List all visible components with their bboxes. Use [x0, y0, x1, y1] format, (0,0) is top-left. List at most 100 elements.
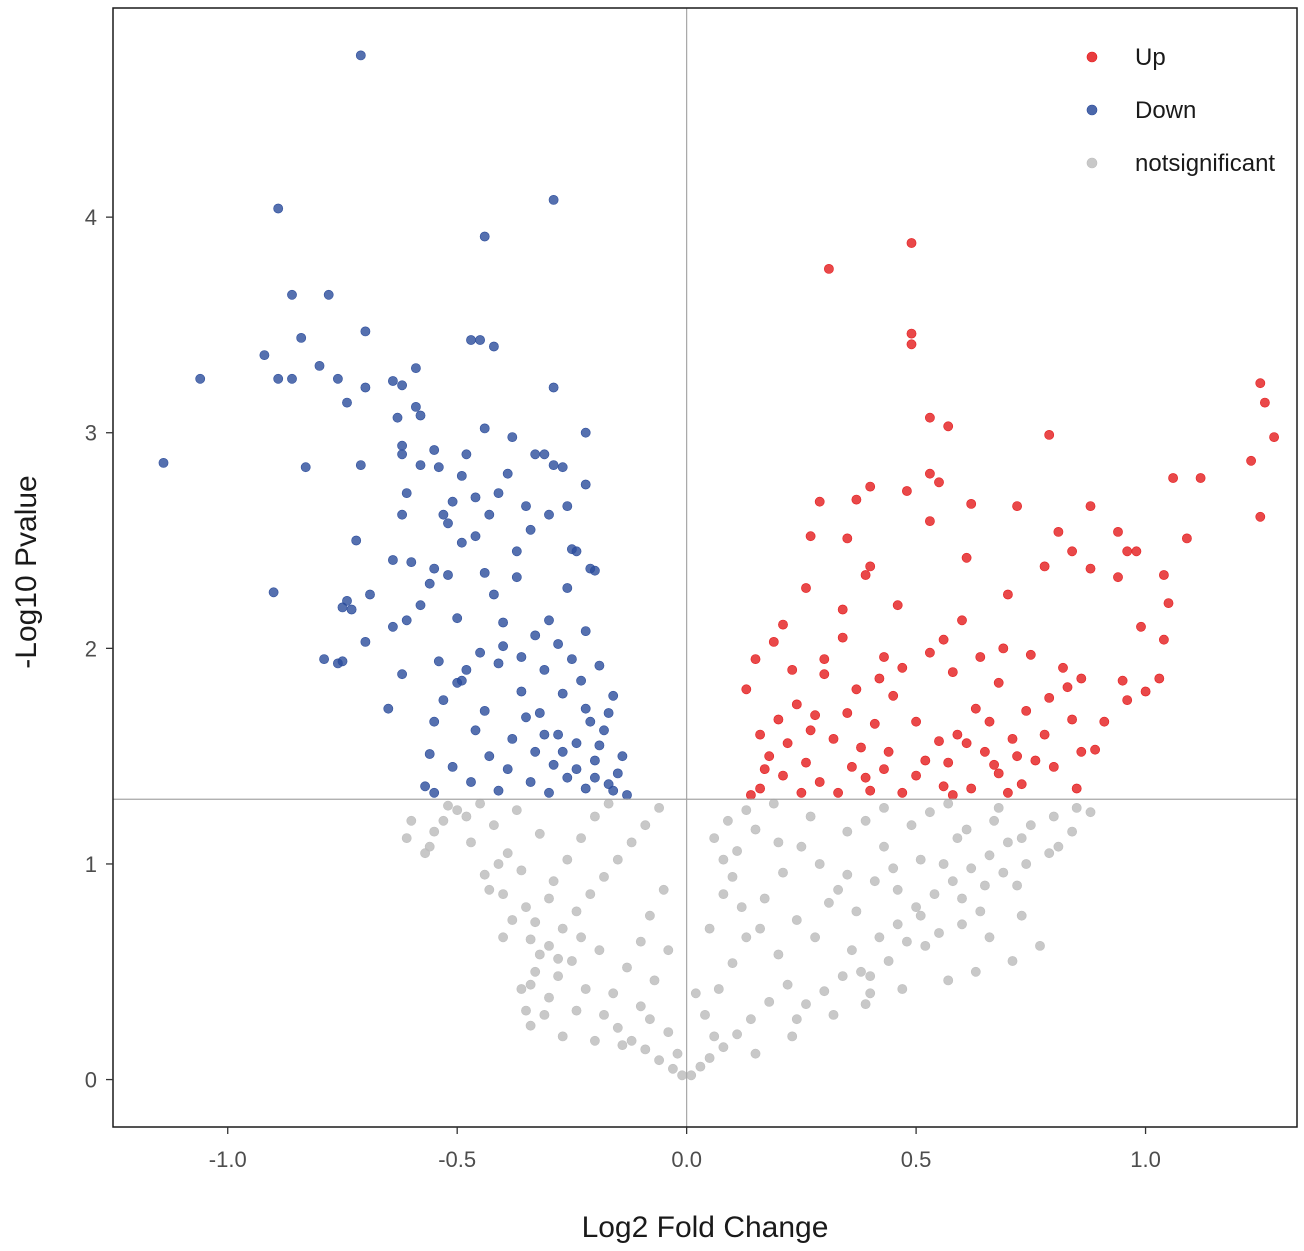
point-notsignificant	[640, 1044, 651, 1055]
point-down	[516, 686, 527, 697]
point-up	[966, 783, 977, 794]
point-notsignificant	[805, 811, 816, 822]
point-notsignificant	[1067, 826, 1077, 837]
point-notsignificant	[819, 986, 830, 997]
point-up	[874, 673, 885, 684]
point-down	[415, 410, 426, 421]
point-up	[911, 716, 921, 727]
point-notsignificant	[690, 988, 701, 999]
point-down	[447, 496, 458, 507]
point-up	[984, 716, 995, 727]
point-down	[287, 289, 297, 300]
point-down	[498, 641, 508, 652]
point-down	[511, 546, 522, 557]
point-down	[580, 703, 591, 714]
point-down	[387, 621, 398, 632]
point-down	[401, 488, 412, 498]
point-notsignificant	[576, 833, 586, 843]
point-up	[1182, 533, 1192, 544]
point-notsignificant	[833, 884, 843, 895]
point-up	[828, 734, 839, 744]
point-notsignificant	[961, 824, 972, 835]
point-up	[1131, 546, 1142, 557]
x-tick-label: 0.5	[901, 1147, 932, 1172]
point-down	[300, 462, 311, 473]
point-down	[461, 665, 472, 675]
point-notsignificant	[879, 803, 889, 813]
point-down	[557, 462, 568, 473]
point-down	[314, 360, 325, 371]
point-up	[1067, 714, 1077, 725]
point-notsignificant	[970, 966, 981, 977]
point-notsignificant	[957, 893, 967, 904]
point-up	[778, 619, 788, 630]
point-down	[337, 602, 348, 613]
point-down	[410, 363, 421, 373]
point-notsignificant	[668, 1063, 678, 1074]
point-down	[553, 639, 563, 649]
point-up	[1062, 682, 1073, 693]
point-notsignificant	[727, 872, 738, 882]
y-tick-label: 4	[85, 205, 97, 230]
point-down	[456, 470, 467, 481]
point-down	[548, 194, 559, 205]
point-up	[980, 746, 990, 757]
point-down	[548, 460, 559, 470]
point-down	[429, 445, 440, 455]
point-up	[943, 421, 954, 432]
point-up	[805, 725, 816, 736]
point-down	[429, 563, 440, 574]
point-notsignificant	[649, 975, 660, 986]
point-down	[443, 570, 453, 580]
legend: Up Down notsignificant	[1086, 44, 1275, 177]
point-notsignificant	[980, 880, 990, 891]
point-notsignificant	[984, 932, 995, 943]
point-up	[865, 785, 876, 796]
point-up	[1053, 527, 1064, 537]
point-up	[993, 677, 1004, 688]
legend-label-up: Up	[1135, 44, 1166, 71]
point-down	[466, 777, 476, 787]
point-down	[383, 703, 394, 714]
point-up	[957, 615, 967, 626]
point-up	[1003, 787, 1013, 798]
reference-lines	[113, 8, 1297, 1127]
point-down	[608, 690, 619, 701]
point-down	[158, 457, 169, 468]
point-down	[608, 785, 619, 796]
point-notsignificant	[856, 966, 866, 977]
point-down	[511, 572, 522, 583]
point-notsignificant	[791, 915, 802, 925]
point-up	[865, 481, 876, 492]
point-down	[502, 468, 513, 479]
point-notsignificant	[594, 945, 605, 956]
point-notsignificant	[989, 815, 999, 826]
point-down	[580, 479, 591, 490]
point-up	[1136, 621, 1146, 632]
point-up	[755, 783, 765, 794]
point-down	[553, 729, 563, 740]
point-notsignificant	[1021, 859, 1032, 869]
point-notsignificant	[1016, 910, 1027, 921]
point-up	[906, 339, 917, 350]
point-notsignificant	[998, 867, 1009, 878]
point-notsignificant	[608, 988, 619, 999]
point-down	[397, 440, 407, 451]
point-up	[847, 762, 857, 772]
point-down	[456, 537, 467, 548]
point-up	[1016, 779, 1027, 790]
point-notsignificant	[782, 979, 793, 990]
y-axis: 0 1 2 3 4	[85, 205, 113, 1093]
point-down	[452, 677, 463, 688]
point-notsignificant	[906, 820, 917, 831]
point-down	[539, 665, 550, 675]
point-down	[360, 637, 371, 647]
point-up	[879, 764, 889, 774]
point-notsignificant	[713, 984, 724, 994]
point-notsignificant	[938, 859, 949, 869]
point-up	[1246, 455, 1256, 466]
point-down	[502, 764, 513, 774]
point-notsignificant	[732, 1029, 742, 1040]
point-down	[488, 589, 499, 600]
point-notsignificant	[612, 854, 623, 865]
